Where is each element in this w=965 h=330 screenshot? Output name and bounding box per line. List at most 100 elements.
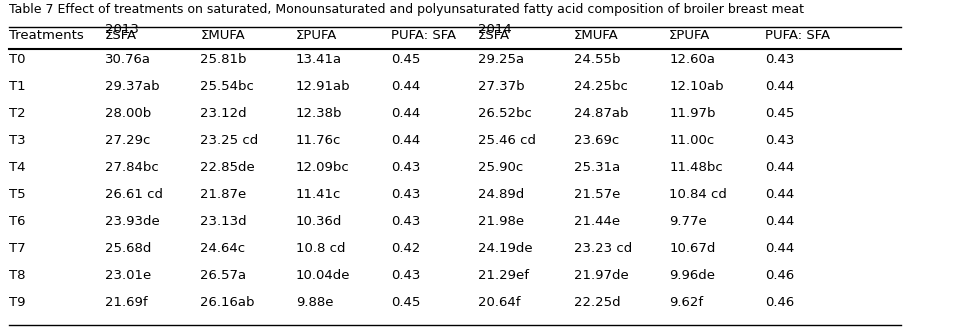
- Text: 22.85de: 22.85de: [201, 161, 255, 174]
- Text: 0.43: 0.43: [392, 188, 421, 201]
- Text: 20.64f: 20.64f: [478, 296, 520, 310]
- Text: 21.57e: 21.57e: [573, 188, 620, 201]
- Text: 26.57a: 26.57a: [201, 269, 246, 282]
- Text: T8: T8: [9, 269, 26, 282]
- Text: 30.76a: 30.76a: [104, 53, 151, 66]
- Text: 11.76c: 11.76c: [296, 134, 342, 147]
- Text: T7: T7: [9, 242, 26, 255]
- Text: 0.44: 0.44: [764, 215, 794, 228]
- Text: 21.44e: 21.44e: [573, 215, 620, 228]
- Text: 27.84bc: 27.84bc: [104, 161, 158, 174]
- Text: 21.98e: 21.98e: [478, 215, 524, 228]
- Text: 21.29ef: 21.29ef: [478, 269, 529, 282]
- Text: 12.09bc: 12.09bc: [296, 161, 349, 174]
- Text: 10.36d: 10.36d: [296, 215, 343, 228]
- Text: ΣPUFA: ΣPUFA: [296, 28, 337, 42]
- Text: 23.13d: 23.13d: [201, 215, 247, 228]
- Text: 23.12d: 23.12d: [201, 107, 247, 120]
- Text: Treatments: Treatments: [9, 28, 84, 42]
- Text: 25.54bc: 25.54bc: [201, 80, 254, 93]
- Text: 0.44: 0.44: [764, 188, 794, 201]
- Text: 0.42: 0.42: [392, 242, 421, 255]
- Text: 0.46: 0.46: [764, 296, 794, 310]
- Text: ΣPUFA: ΣPUFA: [669, 28, 710, 42]
- Text: 11.97b: 11.97b: [669, 107, 716, 120]
- Text: 26.16ab: 26.16ab: [201, 296, 255, 310]
- Text: 9.88e: 9.88e: [296, 296, 333, 310]
- Text: 24.64c: 24.64c: [201, 242, 245, 255]
- Text: 25.46 cd: 25.46 cd: [478, 134, 536, 147]
- Text: 27.37b: 27.37b: [478, 80, 525, 93]
- Text: 0.44: 0.44: [392, 134, 421, 147]
- Text: 24.19de: 24.19de: [478, 242, 533, 255]
- Text: 23.01e: 23.01e: [104, 269, 151, 282]
- Text: 23.23 cd: 23.23 cd: [573, 242, 632, 255]
- Text: 10.84 cd: 10.84 cd: [669, 188, 727, 201]
- Text: 0.43: 0.43: [764, 53, 794, 66]
- Text: 0.45: 0.45: [392, 53, 421, 66]
- Text: 25.81b: 25.81b: [201, 53, 247, 66]
- Text: 29.25a: 29.25a: [478, 53, 524, 66]
- Text: 24.87ab: 24.87ab: [573, 107, 628, 120]
- Text: T5: T5: [9, 188, 26, 201]
- Text: 12.91ab: 12.91ab: [296, 80, 350, 93]
- Text: 0.45: 0.45: [392, 296, 421, 310]
- Text: 2013: 2013: [104, 23, 139, 36]
- Text: 10.04de: 10.04de: [296, 269, 350, 282]
- Text: 0.43: 0.43: [392, 161, 421, 174]
- Text: 26.52bc: 26.52bc: [478, 107, 532, 120]
- Text: 23.25 cd: 23.25 cd: [201, 134, 259, 147]
- Text: 0.46: 0.46: [764, 269, 794, 282]
- Text: 9.62f: 9.62f: [669, 296, 703, 310]
- Text: 24.55b: 24.55b: [573, 53, 620, 66]
- Text: T6: T6: [9, 215, 26, 228]
- Text: 29.37ab: 29.37ab: [104, 80, 159, 93]
- Text: ΣSFA: ΣSFA: [104, 28, 137, 42]
- Text: 12.10ab: 12.10ab: [669, 80, 724, 93]
- Text: 10.67d: 10.67d: [669, 242, 715, 255]
- Text: 0.44: 0.44: [392, 107, 421, 120]
- Text: 27.29c: 27.29c: [104, 134, 151, 147]
- Text: ΣSFA: ΣSFA: [478, 28, 510, 42]
- Text: 10.8 cd: 10.8 cd: [296, 242, 345, 255]
- Text: 0.43: 0.43: [392, 269, 421, 282]
- Text: 24.89d: 24.89d: [478, 188, 524, 201]
- Text: 24.25bc: 24.25bc: [573, 80, 627, 93]
- Text: T9: T9: [9, 296, 26, 310]
- Text: 23.93de: 23.93de: [104, 215, 159, 228]
- Text: 0.43: 0.43: [764, 134, 794, 147]
- Text: 28.00b: 28.00b: [104, 107, 151, 120]
- Text: 23.69c: 23.69c: [573, 134, 619, 147]
- Text: 25.90c: 25.90c: [478, 161, 523, 174]
- Text: 26.61 cd: 26.61 cd: [104, 188, 163, 201]
- Text: 11.41c: 11.41c: [296, 188, 342, 201]
- Text: 9.96de: 9.96de: [669, 269, 715, 282]
- Text: T3: T3: [9, 134, 26, 147]
- Text: 25.31a: 25.31a: [573, 161, 620, 174]
- Text: 0.44: 0.44: [764, 242, 794, 255]
- Text: T1: T1: [9, 80, 26, 93]
- Text: 21.87e: 21.87e: [201, 188, 246, 201]
- Text: 9.77e: 9.77e: [669, 215, 707, 228]
- Text: T0: T0: [9, 53, 26, 66]
- Text: ΣMUFA: ΣMUFA: [573, 28, 619, 42]
- Text: 0.44: 0.44: [392, 80, 421, 93]
- Text: ΣMUFA: ΣMUFA: [201, 28, 245, 42]
- Text: 12.38b: 12.38b: [296, 107, 343, 120]
- Text: 11.48bc: 11.48bc: [669, 161, 723, 174]
- Text: 0.43: 0.43: [392, 215, 421, 228]
- Text: 0.44: 0.44: [764, 80, 794, 93]
- Text: 12.60a: 12.60a: [669, 53, 715, 66]
- Text: T2: T2: [9, 107, 26, 120]
- Text: 13.41a: 13.41a: [296, 53, 342, 66]
- Text: Table 7 Effect of treatments on saturated, Monounsaturated and polyunsaturated f: Table 7 Effect of treatments on saturate…: [9, 3, 804, 16]
- Text: 0.45: 0.45: [764, 107, 794, 120]
- Text: 22.25d: 22.25d: [573, 296, 620, 310]
- Text: 0.44: 0.44: [764, 161, 794, 174]
- Text: 21.97de: 21.97de: [573, 269, 628, 282]
- Text: 11.00c: 11.00c: [669, 134, 714, 147]
- Text: T4: T4: [9, 161, 26, 174]
- Text: 2014: 2014: [478, 23, 511, 36]
- Text: PUFA: SFA: PUFA: SFA: [392, 28, 456, 42]
- Text: PUFA: SFA: PUFA: SFA: [764, 28, 830, 42]
